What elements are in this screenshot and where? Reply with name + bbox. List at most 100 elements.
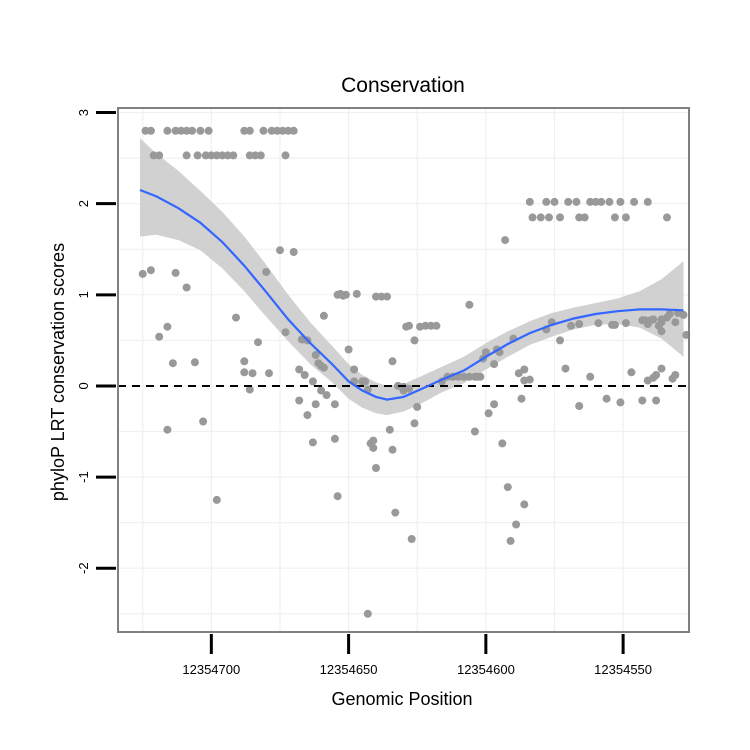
data-point	[671, 318, 680, 327]
data-point	[459, 372, 468, 381]
data-point	[561, 364, 570, 373]
data-point	[498, 439, 507, 448]
y-tick-label: 3	[76, 109, 91, 116]
data-point	[265, 369, 273, 378]
data-point	[267, 126, 276, 135]
data-point	[284, 126, 293, 135]
data-point	[536, 213, 545, 222]
data-point	[308, 438, 317, 447]
data-point	[470, 427, 479, 436]
data-point	[281, 328, 290, 337]
x-tick-label: 12354700	[182, 662, 240, 677]
data-point	[311, 400, 320, 409]
data-point	[311, 351, 320, 359]
data-point	[240, 368, 249, 377]
data-point	[525, 197, 534, 206]
data-point	[163, 126, 172, 135]
data-point	[520, 500, 529, 509]
data-point	[319, 311, 328, 320]
data-point	[350, 365, 359, 374]
data-point	[643, 197, 652, 206]
data-point	[473, 372, 482, 381]
data-point	[177, 126, 186, 135]
data-point	[663, 213, 671, 222]
panel-border	[117, 107, 690, 633]
data-point	[638, 396, 647, 405]
y-axis: 3 2 1 0 -1 -2	[76, 109, 116, 574]
data-point	[591, 197, 600, 206]
data-point	[240, 357, 249, 366]
data-point	[621, 319, 630, 328]
y-axis-label: phyloP LRT conservation scores	[48, 243, 68, 501]
data-point	[163, 322, 172, 331]
data-point	[369, 436, 378, 445]
data-point	[207, 151, 216, 160]
data-point	[605, 197, 614, 206]
data-point	[616, 197, 625, 206]
data-point	[630, 197, 639, 206]
data-point	[405, 321, 413, 330]
confidence-ribbon	[140, 138, 684, 416]
data-point	[276, 246, 284, 255]
data-point	[344, 345, 353, 354]
data-point	[212, 495, 221, 504]
data-point	[372, 464, 380, 472]
data-point	[289, 248, 298, 256]
data-point	[289, 126, 298, 135]
data-point	[377, 292, 386, 301]
data-point	[621, 213, 630, 222]
smooth-fit-line	[139, 188, 684, 401]
data-point	[594, 319, 603, 328]
data-point	[262, 268, 271, 276]
data-point	[465, 372, 474, 381]
data-point	[385, 425, 394, 434]
data-point	[556, 336, 564, 345]
data-point	[652, 371, 661, 379]
data-point	[171, 268, 180, 277]
data-point	[155, 151, 164, 160]
data-point	[251, 151, 260, 160]
data-point	[369, 443, 378, 452]
data-point	[308, 377, 317, 386]
data-point	[363, 609, 372, 618]
data-point	[388, 357, 397, 366]
data-point	[229, 151, 238, 160]
data-point	[665, 310, 674, 318]
y-tick-label: 2	[76, 200, 91, 207]
data-point	[503, 483, 512, 492]
data-point	[671, 371, 680, 379]
data-point	[330, 434, 339, 443]
data-point	[223, 151, 232, 160]
data-point	[501, 236, 510, 245]
data-point	[391, 508, 400, 517]
data-point	[407, 535, 416, 543]
data-point	[528, 213, 537, 222]
data-point	[657, 327, 666, 336]
chart-title: Conservation	[341, 74, 465, 97]
data-point	[212, 151, 221, 160]
smooth-line-layer	[139, 188, 684, 401]
data-point	[372, 292, 380, 301]
data-point	[388, 445, 397, 454]
data-point	[245, 126, 254, 135]
data-point	[652, 396, 661, 405]
y-tick-label: 0	[76, 382, 91, 389]
data-point	[564, 197, 573, 206]
data-point	[490, 400, 499, 409]
data-point	[193, 151, 202, 160]
data-point	[481, 348, 490, 357]
y-tick-label: -2	[76, 562, 91, 574]
data-point	[542, 197, 551, 206]
data-point	[520, 365, 529, 374]
data-point	[572, 197, 581, 206]
x-axis-label: Genomic Position	[331, 689, 472, 709]
panel-background	[118, 108, 689, 632]
data-point	[597, 197, 606, 206]
data-point	[616, 398, 625, 407]
data-point	[512, 520, 521, 529]
data-point	[341, 290, 350, 299]
data-point	[273, 126, 282, 135]
data-point	[259, 126, 268, 135]
data-point	[575, 213, 584, 222]
data-point	[454, 372, 463, 381]
